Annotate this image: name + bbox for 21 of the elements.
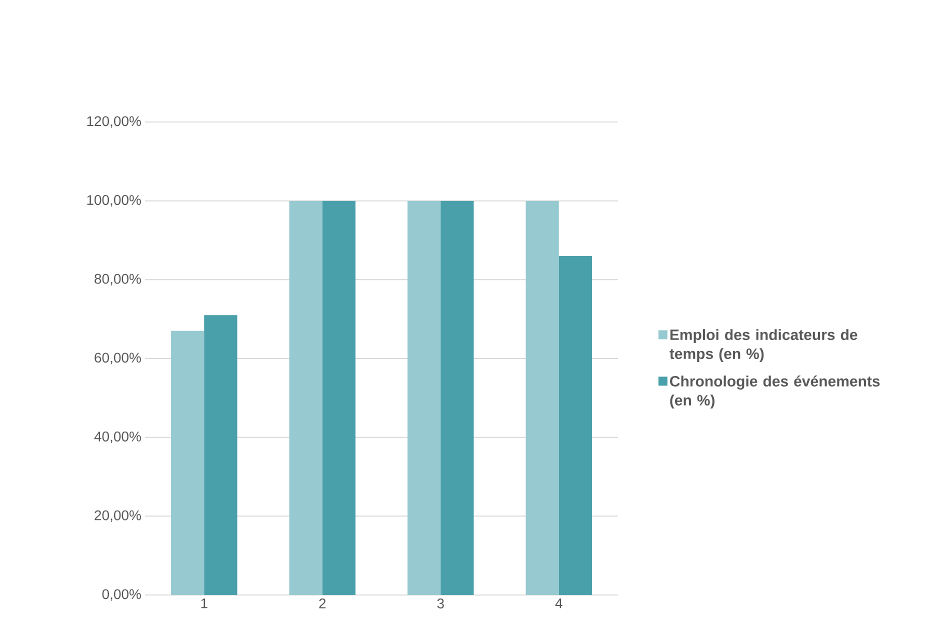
x-tick-label: 1 bbox=[201, 598, 208, 608]
bar bbox=[408, 200, 441, 595]
x-tick-label: 2 bbox=[319, 598, 326, 608]
bar bbox=[558, 256, 592, 595]
y-tick-label: 40,00% bbox=[94, 432, 141, 444]
bar bbox=[526, 200, 559, 595]
legend-label: Chronologie des événements (en %) bbox=[670, 375, 880, 409]
bar bbox=[289, 200, 322, 595]
y-tick-label: 60,00% bbox=[94, 352, 141, 364]
y-tick-label: 120,00% bbox=[87, 116, 141, 128]
y-tick-label: 20,00% bbox=[94, 510, 141, 522]
bar bbox=[171, 330, 204, 595]
bar bbox=[322, 200, 356, 595]
x-tick-label: 4 bbox=[555, 598, 562, 608]
y-tick-label: 100,00% bbox=[87, 195, 141, 207]
legend-label: Emploi des indicateurs de temps (en %) bbox=[670, 329, 858, 362]
y-tick-label: 0,00% bbox=[102, 589, 141, 601]
x-tick-label: 3 bbox=[437, 598, 444, 608]
bar bbox=[440, 200, 474, 595]
bar bbox=[204, 315, 238, 595]
y-tick-label: 80,00% bbox=[94, 274, 141, 286]
